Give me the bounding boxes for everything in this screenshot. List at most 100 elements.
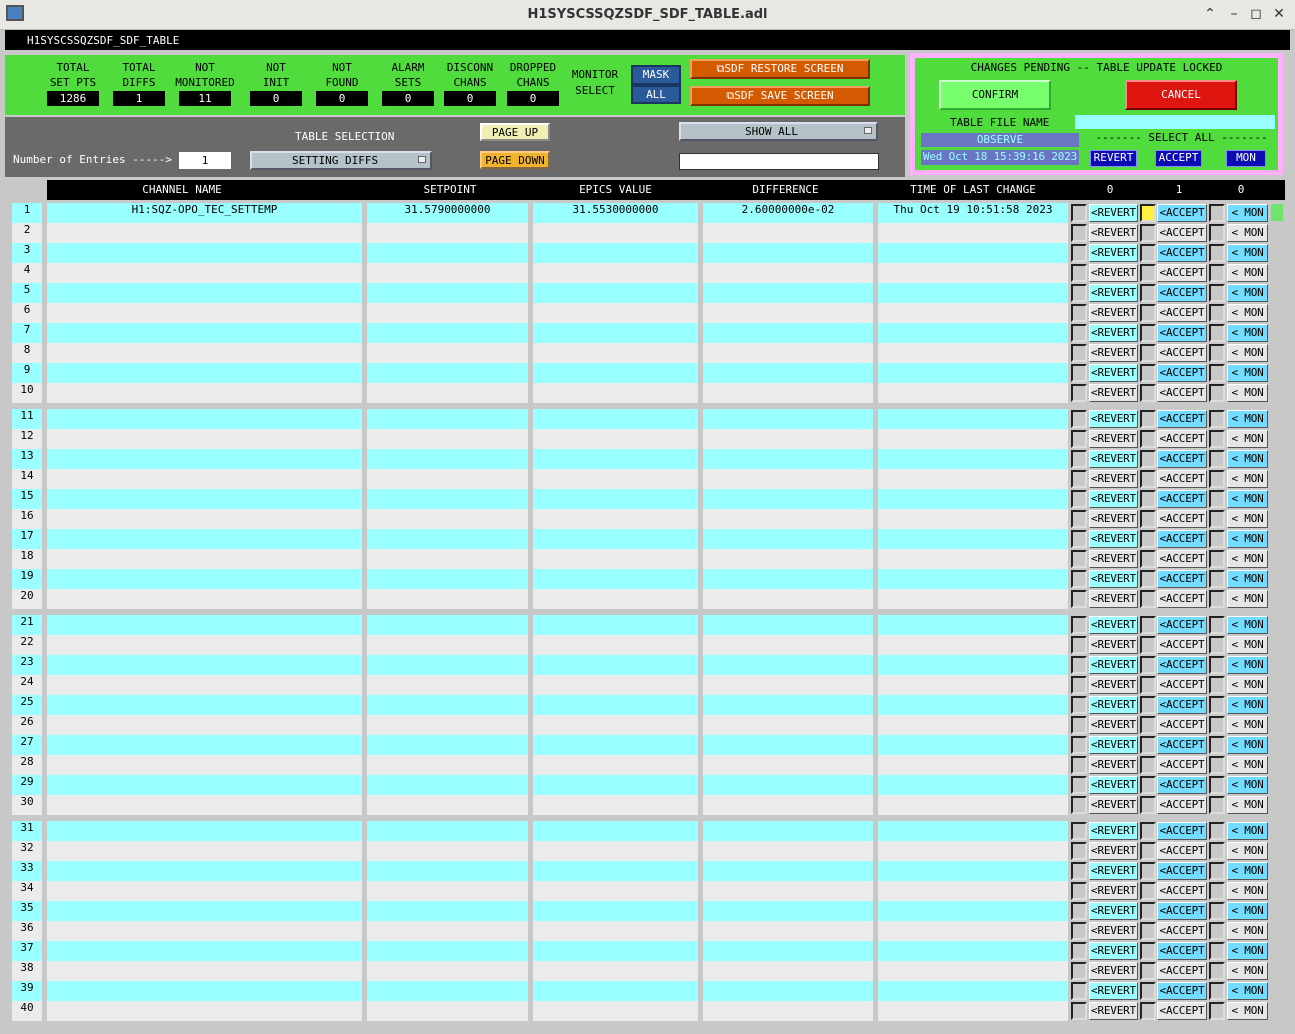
confirm-button[interactable]: CONFIRM: [939, 80, 1051, 110]
revert-button[interactable]: <REVERT: [1089, 636, 1138, 654]
accept-checkbox[interactable]: [1140, 530, 1156, 548]
revert-button[interactable]: <REVERT: [1089, 304, 1138, 322]
page-up-button[interactable]: PAGE UP: [480, 123, 550, 141]
revert-button[interactable]: <REVERT: [1089, 410, 1138, 428]
revert-checkbox[interactable]: [1071, 590, 1087, 608]
minimize-icon[interactable]: –: [1230, 6, 1238, 22]
revert-button[interactable]: <REVERT: [1089, 490, 1138, 508]
mon-button[interactable]: < MON: [1227, 510, 1268, 528]
revert-checkbox[interactable]: [1071, 616, 1087, 634]
revert-button[interactable]: <REVERT: [1089, 822, 1138, 840]
accept-checkbox[interactable]: [1140, 304, 1156, 322]
revert-checkbox[interactable]: [1071, 636, 1087, 654]
mon-button[interactable]: < MON: [1227, 656, 1268, 674]
mon-checkbox[interactable]: [1209, 902, 1225, 920]
revert-checkbox[interactable]: [1071, 410, 1087, 428]
revert-button[interactable]: <REVERT: [1089, 344, 1138, 362]
accept-button[interactable]: <ACCEPT: [1157, 510, 1207, 528]
table-select-dropdown[interactable]: SETTING DIFFS: [250, 151, 432, 170]
revert-button[interactable]: <REVERT: [1089, 942, 1138, 960]
accept-button[interactable]: <ACCEPT: [1157, 776, 1207, 794]
mon-checkbox[interactable]: [1209, 224, 1225, 242]
mon-button[interactable]: < MON: [1227, 736, 1268, 754]
mon-button[interactable]: < MON: [1227, 922, 1268, 940]
mon-checkbox[interactable]: [1209, 570, 1225, 588]
accept-checkbox[interactable]: [1140, 410, 1156, 428]
revert-button[interactable]: <REVERT: [1089, 550, 1138, 568]
show-filter-dropdown[interactable]: SHOW ALL: [679, 122, 878, 141]
mon-button[interactable]: < MON: [1227, 862, 1268, 880]
accept-button[interactable]: <ACCEPT: [1157, 470, 1207, 488]
accept-checkbox[interactable]: [1140, 882, 1156, 900]
revert-button[interactable]: <REVERT: [1089, 616, 1138, 634]
revert-button[interactable]: <REVERT: [1089, 676, 1138, 694]
mon-checkbox[interactable]: [1209, 796, 1225, 814]
accept-checkbox[interactable]: [1140, 510, 1156, 528]
mon-button[interactable]: < MON: [1227, 550, 1268, 568]
cancel-button[interactable]: CANCEL: [1125, 80, 1237, 110]
accept-button[interactable]: <ACCEPT: [1157, 636, 1207, 654]
accept-button[interactable]: <ACCEPT: [1157, 842, 1207, 860]
revert-button[interactable]: <REVERT: [1089, 716, 1138, 734]
revert-checkbox[interactable]: [1071, 384, 1087, 402]
accept-checkbox[interactable]: [1140, 922, 1156, 940]
mon-button[interactable]: < MON: [1227, 204, 1268, 222]
revert-checkbox[interactable]: [1071, 862, 1087, 880]
accept-button[interactable]: <ACCEPT: [1157, 284, 1207, 302]
revert-checkbox[interactable]: [1071, 470, 1087, 488]
mon-checkbox[interactable]: [1209, 736, 1225, 754]
revert-button[interactable]: <REVERT: [1089, 882, 1138, 900]
revert-button[interactable]: <REVERT: [1089, 570, 1138, 588]
revert-button[interactable]: <REVERT: [1089, 384, 1138, 402]
revert-checkbox[interactable]: [1071, 842, 1087, 860]
mon-checkbox[interactable]: [1209, 776, 1225, 794]
accept-button[interactable]: <ACCEPT: [1157, 304, 1207, 322]
revert-button[interactable]: <REVERT: [1089, 756, 1138, 774]
mon-button[interactable]: < MON: [1227, 530, 1268, 548]
revert-button[interactable]: <REVERT: [1089, 982, 1138, 1000]
filter-input[interactable]: [679, 153, 879, 170]
mon-button[interactable]: < MON: [1227, 676, 1268, 694]
accept-checkbox[interactable]: [1140, 902, 1156, 920]
mon-button[interactable]: < MON: [1227, 304, 1268, 322]
accept-checkbox[interactable]: [1140, 716, 1156, 734]
revert-checkbox[interactable]: [1071, 324, 1087, 342]
mon-checkbox[interactable]: [1209, 842, 1225, 860]
mon-button[interactable]: < MON: [1227, 776, 1268, 794]
accept-checkbox[interactable]: [1140, 982, 1156, 1000]
revert-checkbox[interactable]: [1071, 922, 1087, 940]
mon-button[interactable]: < MON: [1227, 570, 1268, 588]
accept-all-button[interactable]: ACCEPT: [1155, 150, 1202, 167]
accept-checkbox[interactable]: [1140, 470, 1156, 488]
mon-button[interactable]: < MON: [1227, 244, 1268, 262]
revert-checkbox[interactable]: [1071, 676, 1087, 694]
revert-checkbox[interactable]: [1071, 942, 1087, 960]
revert-checkbox[interactable]: [1071, 882, 1087, 900]
accept-button[interactable]: <ACCEPT: [1157, 430, 1207, 448]
sdf-restore-screen-button[interactable]: ⧉SDF RESTORE SCREEN: [690, 59, 870, 79]
mon-checkbox[interactable]: [1209, 384, 1225, 402]
accept-button[interactable]: <ACCEPT: [1157, 656, 1207, 674]
accept-button[interactable]: <ACCEPT: [1157, 822, 1207, 840]
mon-checkbox[interactable]: [1209, 450, 1225, 468]
mon-button[interactable]: < MON: [1227, 942, 1268, 960]
accept-button[interactable]: <ACCEPT: [1157, 384, 1207, 402]
mon-checkbox[interactable]: [1209, 676, 1225, 694]
all-button[interactable]: ALL: [631, 85, 681, 104]
accept-button[interactable]: <ACCEPT: [1157, 736, 1207, 754]
revert-button[interactable]: <REVERT: [1089, 284, 1138, 302]
mon-checkbox[interactable]: [1209, 344, 1225, 362]
accept-button[interactable]: <ACCEPT: [1157, 410, 1207, 428]
mon-button[interactable]: < MON: [1227, 842, 1268, 860]
accept-button[interactable]: <ACCEPT: [1157, 862, 1207, 880]
accept-checkbox[interactable]: [1140, 1002, 1156, 1020]
accept-checkbox[interactable]: [1140, 776, 1156, 794]
accept-checkbox[interactable]: [1140, 862, 1156, 880]
revert-button[interactable]: <REVERT: [1089, 776, 1138, 794]
accept-button[interactable]: <ACCEPT: [1157, 902, 1207, 920]
revert-checkbox[interactable]: [1071, 962, 1087, 980]
mon-button[interactable]: < MON: [1227, 962, 1268, 980]
revert-checkbox[interactable]: [1071, 244, 1087, 262]
maximize-icon[interactable]: ◻: [1250, 6, 1262, 22]
accept-checkbox[interactable]: [1140, 636, 1156, 654]
